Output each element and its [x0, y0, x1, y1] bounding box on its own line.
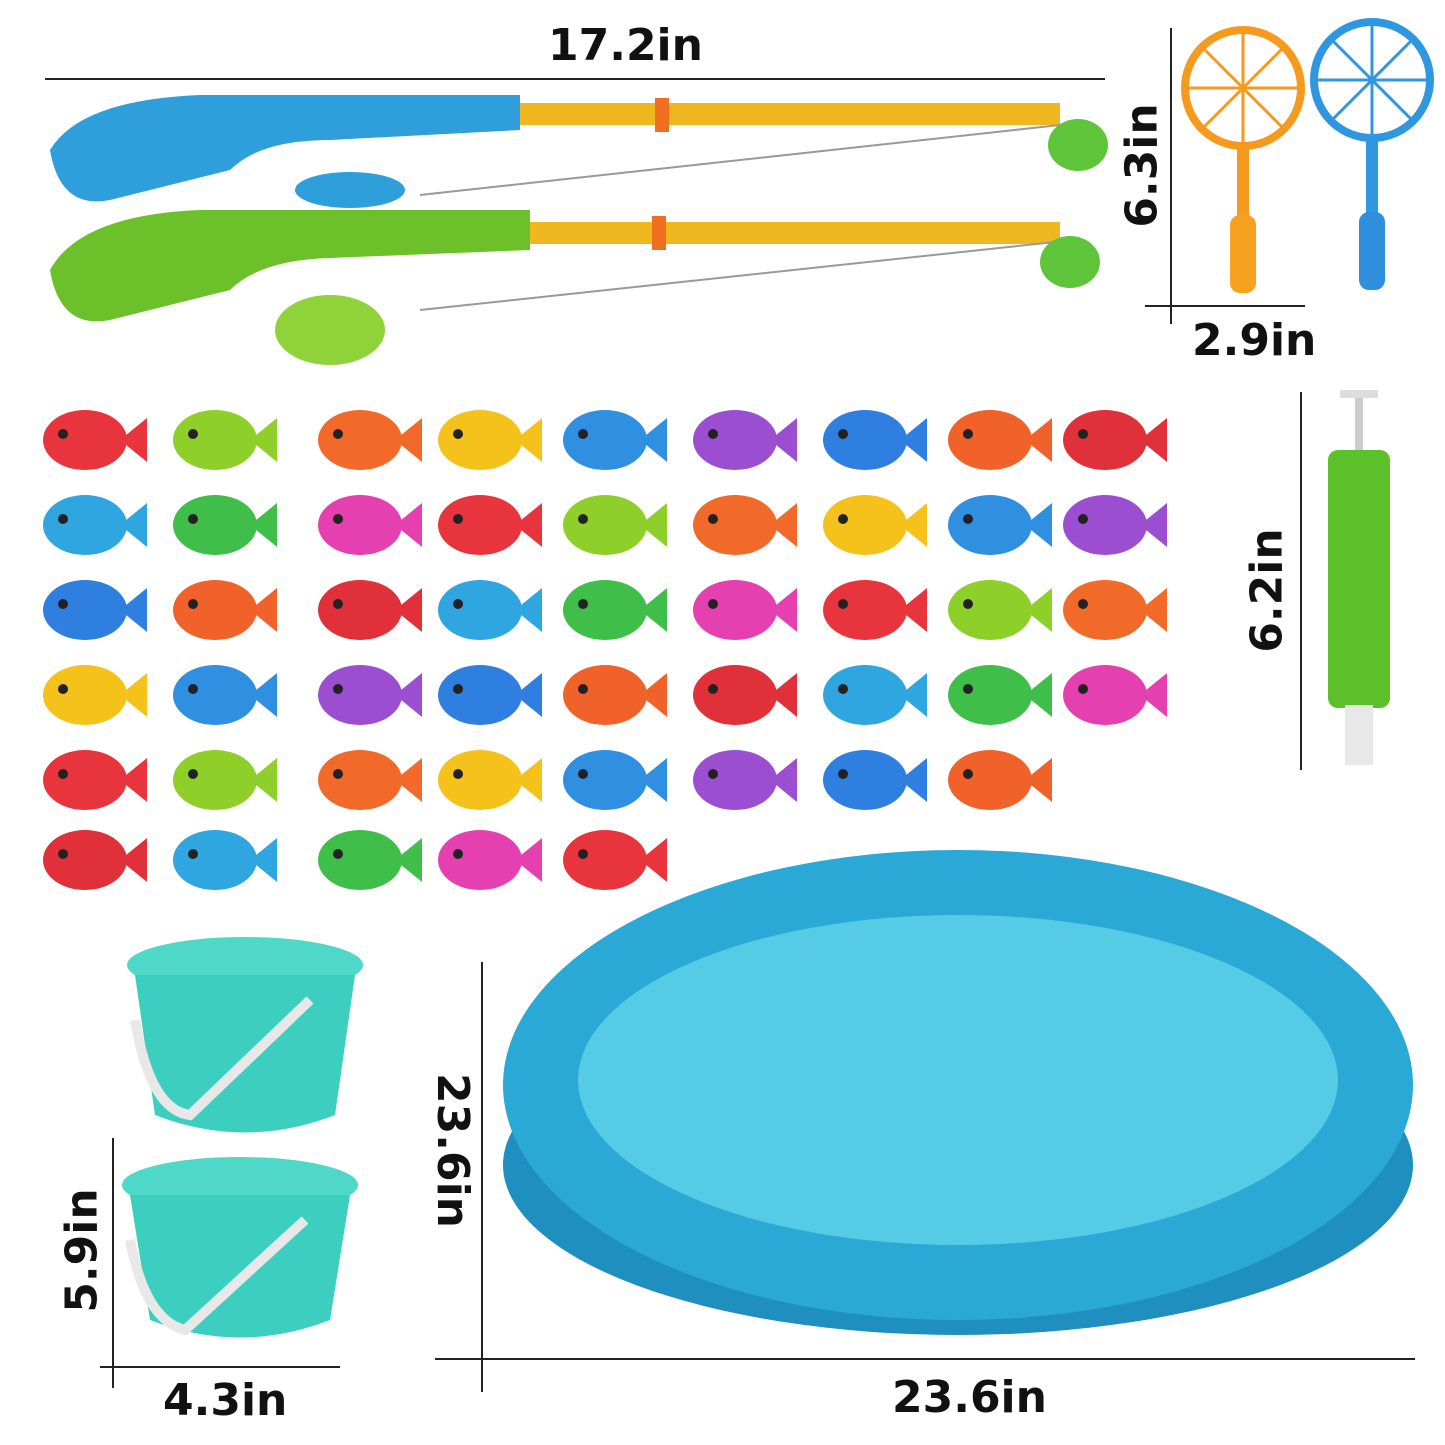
fish-toy [438, 410, 542, 470]
fish-toy [318, 410, 422, 470]
net-width-line [1145, 305, 1305, 307]
pool-width-line [435, 1358, 1415, 1360]
bucket-bottom [122, 1157, 358, 1338]
inflatable-pool [503, 850, 1413, 1335]
blue-fishing-rod [50, 95, 1108, 208]
bucket-width-line [100, 1366, 340, 1368]
pool-height-label: 23.6in [426, 1073, 478, 1228]
air-pump [1328, 390, 1390, 765]
fish-toy [823, 495, 927, 555]
fish-toy [318, 495, 422, 555]
fish-toy [563, 495, 667, 555]
fish-toy [1063, 665, 1167, 725]
fish-toy [318, 830, 422, 890]
fish-toy [318, 580, 422, 640]
fish-toy [1063, 410, 1167, 470]
fish-toy [173, 580, 277, 640]
fish-toy [948, 665, 1052, 725]
fish-toy [1063, 580, 1167, 640]
fish-toy [823, 580, 927, 640]
fish-toys [43, 410, 1167, 890]
orange-net [1181, 26, 1305, 293]
fish-toy [438, 495, 542, 555]
blue-net [1310, 18, 1434, 290]
fish-toy [318, 665, 422, 725]
net-width-label: 2.9in [1192, 315, 1317, 366]
bucket-width-label: 4.3in [163, 1375, 288, 1426]
fish-toy [693, 750, 797, 810]
fish-toy [1063, 495, 1167, 555]
fish-toy [948, 750, 1052, 810]
fish-toy [563, 750, 667, 810]
fish-toy [43, 410, 147, 470]
fish-toy [948, 495, 1052, 555]
fish-toy [563, 665, 667, 725]
fish-toy [173, 750, 277, 810]
fish-toy [173, 830, 277, 890]
fish-toy [693, 580, 797, 640]
fish-toy [823, 665, 927, 725]
pump-height-line [1300, 392, 1302, 770]
bucket-height-label: 5.9in [56, 1188, 108, 1313]
fish-toy [43, 495, 147, 555]
fish-toy [438, 830, 542, 890]
fish-toy [173, 410, 277, 470]
fish-toy [823, 410, 927, 470]
net-height-line [1170, 28, 1172, 324]
fish-toy [43, 830, 147, 890]
fish-toy [823, 750, 927, 810]
fish-toy [438, 580, 542, 640]
fish-toy [438, 665, 542, 725]
fish-toy [563, 410, 667, 470]
fish-toy [173, 495, 277, 555]
fish-toy [948, 410, 1052, 470]
bucket-height-line [112, 1138, 114, 1388]
fish-toy [693, 410, 797, 470]
pool-height-line [481, 962, 483, 1392]
fish-toy [563, 580, 667, 640]
fish-toy [948, 580, 1052, 640]
pump-height-label: 6.2in [1241, 528, 1293, 653]
fish-toy [43, 580, 147, 640]
net-height-label: 6.3in [1116, 103, 1168, 228]
fish-toy [693, 495, 797, 555]
fish-toy [693, 665, 797, 725]
fish-toy [318, 750, 422, 810]
pool-width-label: 23.6in [892, 1372, 1047, 1423]
fish-toy [563, 830, 667, 890]
rod-dimension-line [45, 78, 1105, 80]
green-fishing-rod [50, 210, 1100, 365]
fish-toy [438, 750, 542, 810]
fish-toy [43, 750, 147, 810]
fish-toy [43, 665, 147, 725]
bucket-top [127, 937, 363, 1133]
rod-length-label: 17.2in [548, 20, 703, 71]
fish-toy [173, 665, 277, 725]
